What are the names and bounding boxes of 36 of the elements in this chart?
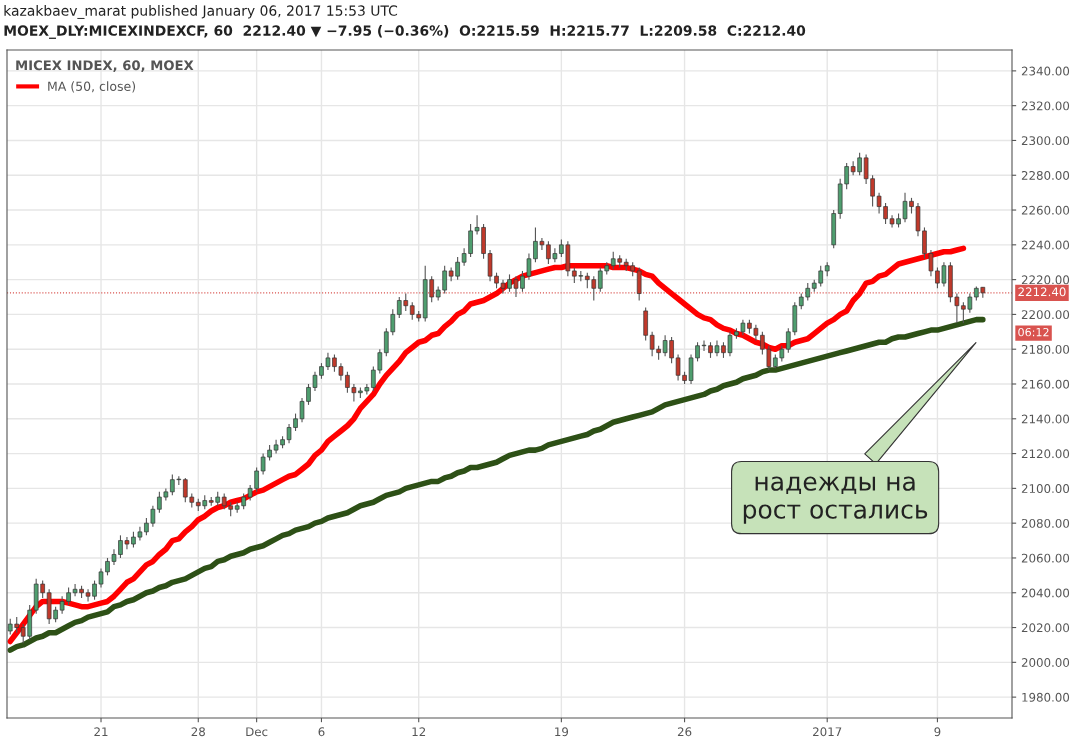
y-tick-label: 2140.00 xyxy=(1021,414,1070,424)
x-tick-label: 26 xyxy=(677,727,692,737)
x-tick-label: 2017 xyxy=(813,727,842,737)
x-tick-label: Dec xyxy=(246,727,268,737)
x-tick-label: 21 xyxy=(94,727,108,736)
text: kazakbaev_marat published January 06, 2017 15:53 UTC xyxy=(4,5,398,19)
x-tick-label: 28 xyxy=(191,727,205,737)
y-tick-label: 2040.00 xyxy=(1021,588,1070,598)
legend-label: MA (50, close) xyxy=(48,81,136,93)
x-tick-label: 12 xyxy=(412,727,426,736)
y-tick-label: 2180.00 xyxy=(1021,344,1070,354)
annotation: надежды на рост остались xyxy=(743,476,928,524)
y-tick-label: 1980.00 xyxy=(1022,692,1070,702)
y-tick-label: 2260.00 xyxy=(1021,205,1070,215)
y-tick-label: 2300.00 xyxy=(1021,136,1070,146)
y-tick-label: 2220.00 xyxy=(1021,275,1070,285)
x-tick-label: 6 xyxy=(318,727,325,737)
y-tick-label: 2200.00 xyxy=(1021,310,1070,320)
text: MICEX INDEX, 60, MOEX xyxy=(16,60,194,72)
y-tick-label: 2280.00 xyxy=(1021,170,1070,180)
y-tick-label: 2100.00 xyxy=(1021,484,1070,494)
candlestick xyxy=(636,266,642,302)
y-tick-label: 2160.00 xyxy=(1021,379,1070,389)
y-tick-label: 2080.00 xyxy=(1021,518,1070,528)
text: 06:12 xyxy=(1018,327,1049,337)
ref-line-label: 2212.40 xyxy=(1018,287,1066,297)
y-tick-label: 2120.00 xyxy=(1021,449,1070,459)
y-tick-label: 2000.00 xyxy=(1021,658,1070,667)
x-tick-label: 9 xyxy=(934,727,941,737)
y-tick-label: 2240.00 xyxy=(1021,240,1070,250)
y-tick-label: 2320.00 xyxy=(1021,101,1070,111)
x-tick-label: 19 xyxy=(555,727,569,737)
y-tick-label: 2060.00 xyxy=(1021,553,1070,563)
text: MOEX_DLY:MICEXINDEXCF, 60 2212.40 ▼ −7.95 (−0.36%) O:2215.59 H:2215.77 L:2209.58 C:2212.40 xyxy=(4,25,806,39)
y-tick-label: 2340.00 xyxy=(1021,66,1070,76)
y-tick-label: 2020.00 xyxy=(1021,623,1070,633)
